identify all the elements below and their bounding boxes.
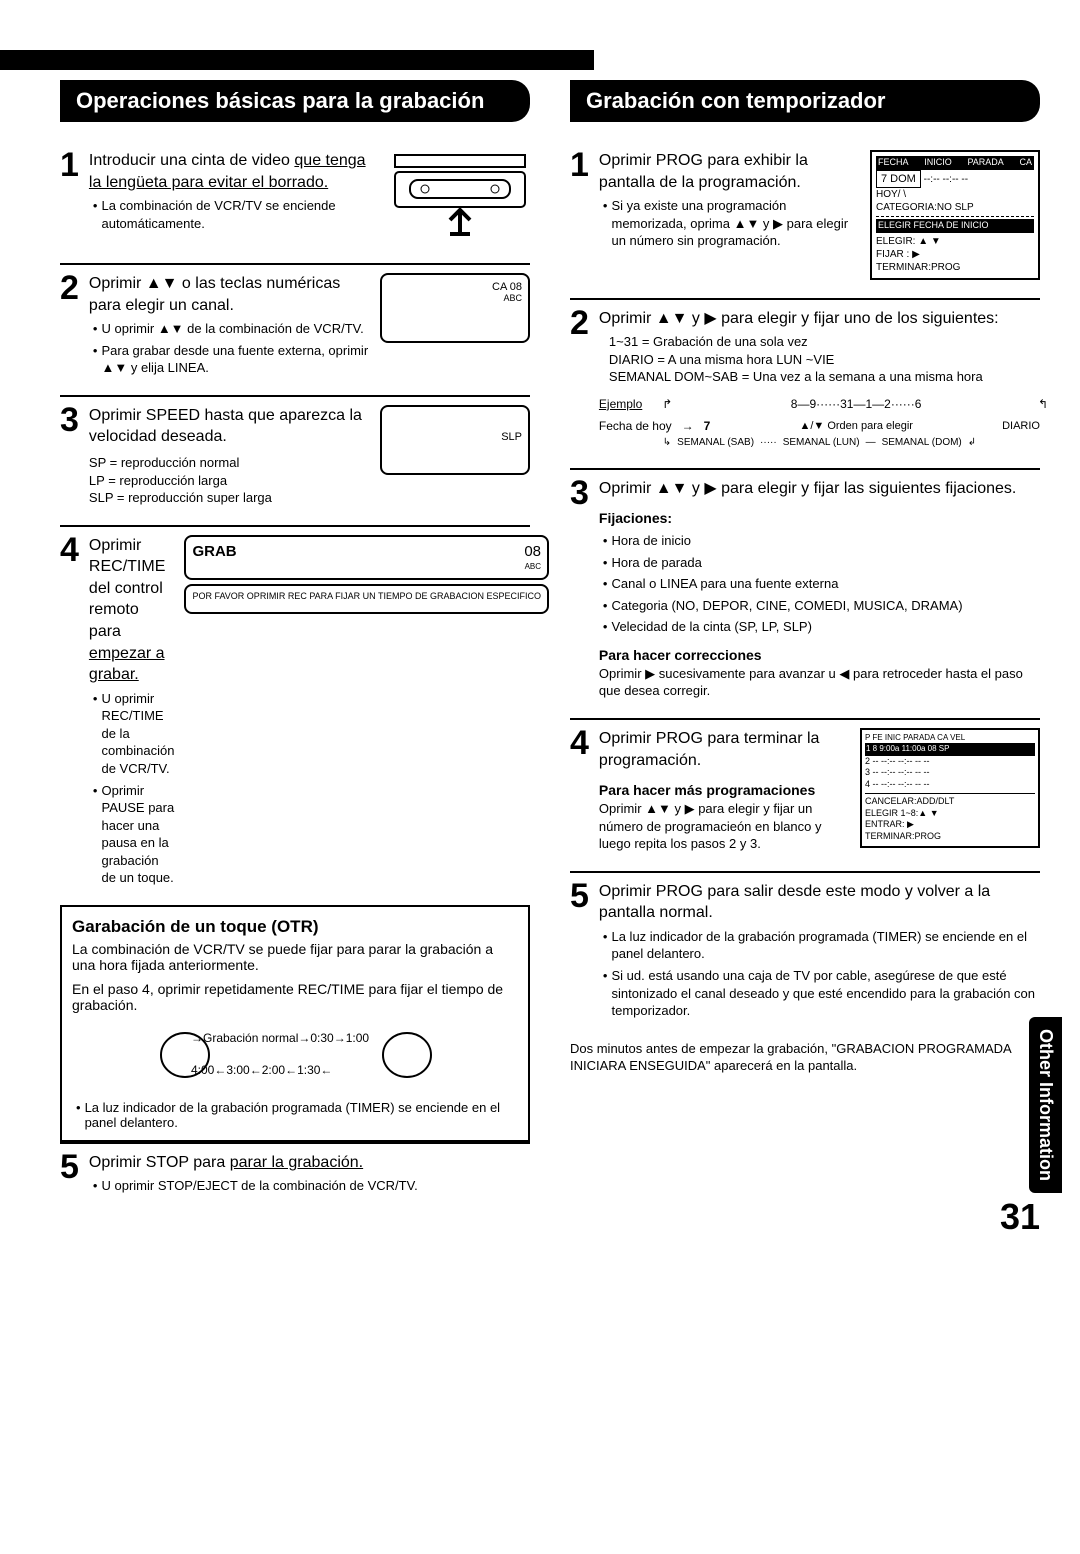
more-prog-text: Oprimir ▲▼ y ▶ para elegir y fijar un nú… xyxy=(599,800,850,853)
r-step1-bullet: Si ya existe una programación memorizada… xyxy=(603,197,860,250)
page-number: 31 xyxy=(1000,1196,1040,1238)
left-step-2: 2 Oprimir ▲▼ o las teclas numéricas para… xyxy=(60,263,530,377)
lp-line: LP = reproducción larga xyxy=(89,472,370,490)
right-step-4: 4 Oprimir PROG para terminar la programa… xyxy=(570,718,1040,853)
step4-text-a: Oprimir REC/TIME del control remoto para xyxy=(89,537,165,640)
right-column: Grabación con temporizador 1 Oprimir PRO… xyxy=(570,80,1040,1213)
step-number: 2 xyxy=(60,273,79,304)
side-tab: Other Information xyxy=(1029,1017,1062,1193)
step2-bullet2: Para grabar desde una fuente externa, op… xyxy=(93,342,370,377)
step-number: 2 xyxy=(570,308,589,339)
step4-bullet2: Oprimir PAUSE para hacer una pausa en la… xyxy=(93,782,175,887)
correcciones-title: Para hacer correcciones xyxy=(599,646,1040,665)
right-step-5: 5 Oprimir PROG para salir desde este mod… xyxy=(570,871,1040,1020)
top-bar xyxy=(0,50,594,70)
left-column: Operaciones básicas para la grabación 1 … xyxy=(60,80,530,1213)
step4-text-u: empezar a grabar. xyxy=(89,645,165,684)
r-step4-text: Oprimir PROG para terminar la programaci… xyxy=(599,730,820,769)
step3-text: Oprimir SPEED hasta que aparezca la velo… xyxy=(89,407,362,446)
right-step-2: 2 Oprimir ▲▼ y ▶ para elegir y fijar uno… xyxy=(570,298,1040,450)
step-number: 1 xyxy=(60,150,79,181)
right-header: Grabación con temporizador xyxy=(570,80,1040,122)
step2-text: Oprimir ▲▼ o las teclas numéricas para e… xyxy=(89,275,340,314)
step-number: 3 xyxy=(60,405,79,436)
fijaciones-title: Fijaciones: xyxy=(599,509,1040,528)
step5-text-u: parar la grabación. xyxy=(230,1154,363,1171)
step-number: 4 xyxy=(60,535,79,566)
r-step5-text: Oprimir PROG para salir desde este modo … xyxy=(599,883,990,922)
r-step3-text: Oprimir ▲▼ y ▶ para elegir y fijar las s… xyxy=(599,480,1016,497)
left-step-1: 1 Introducir una cinta de video que teng… xyxy=(60,142,530,245)
prog-table: P FE INIC PARADA CA VEL 1 8 9:00a 11:00a… xyxy=(860,728,1040,848)
step5-text-a: Oprimir STOP para xyxy=(89,1154,230,1171)
step5-bullet: U oprimir STOP/EJECT de la combinación d… xyxy=(93,1177,530,1195)
right-step-3: 3 Oprimir ▲▼ y ▶ para elegir y fijar las… xyxy=(570,468,1040,700)
otr-p2: En el paso 4, oprimir repetidamente REC/… xyxy=(72,981,518,1013)
step-number: 5 xyxy=(60,1152,79,1183)
otr-p1: La combinación de VCR/TV se puede fijar … xyxy=(72,941,518,973)
left-step-5: 5 Oprimir STOP para parar la grabación. … xyxy=(60,1142,530,1195)
ejemplo-diagram: Ejemplo ↱ 8—9······31—1—2······6 ↰ Fecha… xyxy=(599,396,1040,450)
left-header: Operaciones básicas para la grabación xyxy=(60,80,530,122)
right-footer: Dos minutos antes de empezar la grabació… xyxy=(570,1040,1040,1075)
r-step2-text: Oprimir ▲▼ y ▶ para elegir y fijar uno d… xyxy=(599,310,999,327)
step1-text-a: Introducir una cinta de video xyxy=(89,152,294,169)
step-number: 4 xyxy=(570,728,589,759)
step2-bullet1: U oprimir ▲▼ de la combinación de VCR/TV… xyxy=(93,320,370,338)
rec-display-box: GRAB 08ABC xyxy=(184,535,549,580)
otr-cycle-diagram: →Grabación normal→0:30→1:00 4:00←3:00←2:… xyxy=(135,1025,455,1088)
step-number: 1 xyxy=(570,150,589,181)
r-step1-text: Oprimir PROG para exhibir la pantalla de… xyxy=(599,152,808,191)
vcr-icon xyxy=(390,150,530,240)
otr-title: Garabación de un toque (OTR) xyxy=(72,917,518,937)
right-step-1: 1 Oprimir PROG para exhibir la pantalla … xyxy=(570,142,1040,280)
left-step-3: 3 Oprimir SPEED hasta que aparezca la ve… xyxy=(60,395,530,507)
step-number: 3 xyxy=(570,478,589,509)
timer-screen: FECHA INICIO PARADA CA 7 DOM --:-- --:--… xyxy=(870,150,1040,280)
slp-line: SLP = reproducción super larga xyxy=(89,489,370,507)
rec-msg-box: POR FAVOR OPRIMIR REC PARA FIJAR UN TIEM… xyxy=(184,584,549,614)
step1-bullet: La combinación de VCR/TV se enciende aut… xyxy=(93,197,380,232)
otr-box: Garabación de un toque (OTR) La combinac… xyxy=(60,905,530,1142)
step-number: 5 xyxy=(570,881,589,912)
speed-display-box: SLP xyxy=(380,405,530,475)
correcciones-text: Oprimir ▶ sucesivamente para avanzar u ◀… xyxy=(599,665,1040,700)
step4-bullet1: U oprimir REC/TIME de la combinación de … xyxy=(93,690,175,778)
otr-bullet: La luz indicador de la grabación program… xyxy=(76,1100,518,1130)
sp-line: SP = reproducción normal xyxy=(89,454,370,472)
more-prog-title: Para hacer más programaciones xyxy=(599,781,850,800)
left-step-4: 4 Oprimir REC/TIME del control remoto pa… xyxy=(60,525,530,887)
channel-display-box: CA 08 ABC xyxy=(380,273,530,343)
